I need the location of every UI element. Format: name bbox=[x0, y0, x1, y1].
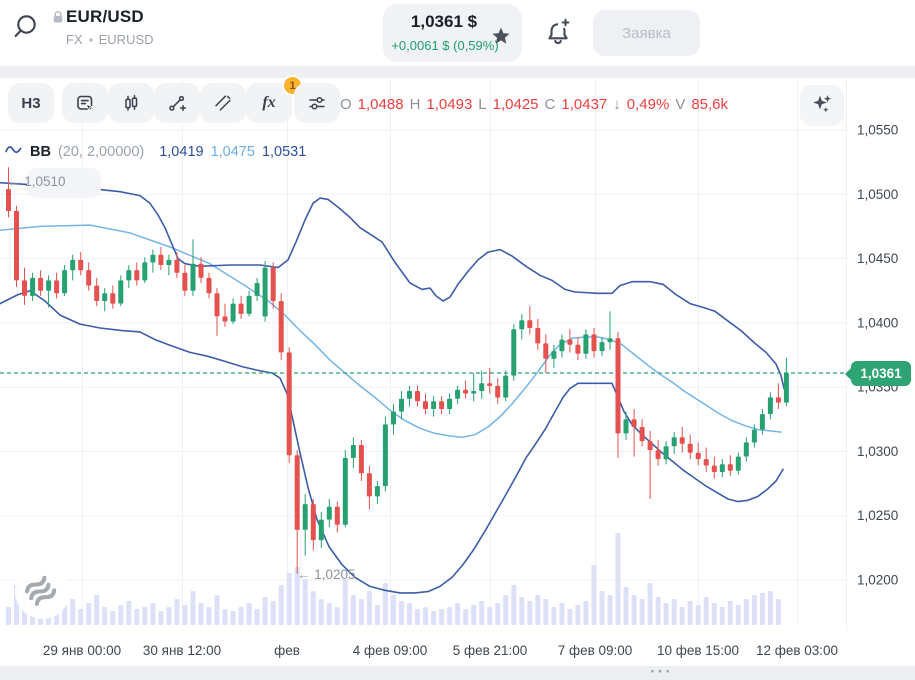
search-icon bbox=[12, 15, 40, 45]
volume-bars bbox=[6, 533, 781, 625]
bottom-panel-divider bbox=[0, 666, 915, 680]
broker-watermark bbox=[15, 564, 70, 619]
panel-resize-handle[interactable]: ··· bbox=[650, 662, 673, 680]
candlestick-icon bbox=[121, 93, 141, 113]
bb-indicator-legend[interactable]: BB (20, 2,00000) 1,0419 1,0475 1,0531 bbox=[5, 144, 306, 160]
indicator-value-upper: 1,0531 bbox=[261, 144, 307, 160]
instrument-subtitle: FX EURUSD bbox=[66, 32, 154, 47]
svg-text:1,0450: 1,0450 bbox=[857, 251, 898, 266]
svg-text:фев: фев bbox=[274, 643, 300, 658]
price-card: 1,0361 $ +0,0061 $ (0,59%) bbox=[383, 4, 522, 62]
volume-value: 85,6k bbox=[691, 96, 729, 113]
indicator-value-lower: 1,0419 bbox=[159, 144, 204, 160]
object-tree-button[interactable] bbox=[62, 83, 108, 123]
market-label: FX bbox=[66, 32, 83, 47]
ohlc-readout: О 1,0488 Н 1,0493 L 1,0425 С 1,0437 ↓ 0,49% V… bbox=[340, 96, 728, 113]
high-annotation: ← 1,0510 bbox=[7, 174, 66, 189]
price-change: +0,0061 $ (0,59%) bbox=[391, 38, 499, 53]
low-annotation: ← 1,0205 bbox=[297, 567, 356, 582]
svg-text:29 янв 00:00: 29 янв 00:00 bbox=[43, 643, 121, 658]
timeframe-button[interactable]: H3 bbox=[8, 83, 54, 123]
svg-text:7 фев 09:00: 7 фев 09:00 bbox=[558, 643, 633, 658]
subtitle-separator bbox=[88, 37, 93, 42]
svg-text:12 фев 03:00: 12 фев 03:00 bbox=[756, 643, 838, 658]
change-percent: 0,49% bbox=[626, 96, 670, 113]
channel-tool-button[interactable] bbox=[200, 83, 246, 123]
fx-icon: fx bbox=[262, 94, 276, 111]
svg-text:10 фев 15:00: 10 фев 15:00 bbox=[657, 643, 739, 658]
display-settings-button[interactable] bbox=[294, 83, 340, 123]
order-button[interactable]: Заявка bbox=[593, 10, 700, 56]
instrument-title: EUR/USD bbox=[66, 7, 144, 26]
svg-text:30 янв 12:00: 30 янв 12:00 bbox=[143, 643, 221, 658]
low-value: 1,0425 bbox=[492, 96, 539, 113]
trendline-icon bbox=[167, 93, 187, 113]
channel-icon bbox=[213, 93, 233, 113]
indicator-value-middle: 1,0475 bbox=[210, 144, 255, 160]
chart-type-button[interactable] bbox=[108, 83, 154, 123]
high-label: Н bbox=[409, 96, 421, 113]
svg-text:1,0200: 1,0200 bbox=[857, 573, 898, 588]
current-price: 1,0361 $ bbox=[410, 12, 478, 31]
svg-text:1,0400: 1,0400 bbox=[857, 315, 898, 330]
svg-text:1,0550: 1,0550 bbox=[857, 123, 898, 138]
close-label: С bbox=[544, 96, 556, 113]
bell-plus-icon bbox=[543, 18, 573, 52]
sliders-icon bbox=[307, 93, 327, 113]
header: EUR/USD FX EURUSD 1,0361 $ +0,0061 $ (0,… bbox=[0, 0, 915, 66]
indicator-name: BB bbox=[30, 144, 51, 160]
svg-text:4 фев 09:00: 4 фев 09:00 bbox=[353, 643, 428, 658]
waves-logo-icon bbox=[21, 567, 65, 616]
bollinger-bands bbox=[0, 181, 785, 594]
price-chart[interactable]: 1,05501,05001,04501,04001,03501,03001,02… bbox=[0, 78, 915, 666]
note-cursor-icon bbox=[75, 93, 95, 113]
indicator-params: (20, 2,00000) bbox=[57, 144, 145, 160]
current-price-tag: 1,0361 bbox=[845, 361, 911, 386]
high-value: 1,0493 bbox=[426, 96, 473, 113]
alert-bell-button[interactable] bbox=[543, 18, 573, 48]
ticker-label: EURUSD bbox=[98, 32, 154, 47]
grid-lines bbox=[0, 78, 847, 630]
open-label: О bbox=[340, 96, 352, 113]
trendline-tool-button[interactable] bbox=[154, 83, 200, 123]
svg-text:5 фев 21:00: 5 фев 21:00 bbox=[453, 643, 528, 658]
search-button[interactable] bbox=[12, 13, 40, 41]
sparkle-icon bbox=[811, 92, 833, 119]
lock-icon bbox=[52, 10, 64, 29]
down-arrow-icon: ↓ bbox=[613, 96, 621, 113]
svg-text:1,0500: 1,0500 bbox=[857, 187, 898, 202]
favorite-star-icon[interactable] bbox=[491, 26, 511, 51]
header-divider bbox=[0, 66, 915, 78]
annotation-pill bbox=[27, 168, 101, 198]
ai-assistant-button[interactable] bbox=[800, 85, 844, 126]
close-value: 1,0437 bbox=[561, 96, 608, 113]
low-label: L bbox=[478, 96, 487, 113]
candles bbox=[6, 167, 789, 574]
open-value: 1,0488 bbox=[357, 96, 404, 113]
axis-labels: 1,05501,05001,04501,04001,03501,03001,02… bbox=[43, 123, 898, 659]
svg-text:1,0250: 1,0250 bbox=[857, 508, 898, 523]
volume-label: V bbox=[675, 96, 686, 113]
indicator-squiggle-icon bbox=[5, 144, 23, 160]
svg-text:1,0300: 1,0300 bbox=[857, 444, 898, 459]
